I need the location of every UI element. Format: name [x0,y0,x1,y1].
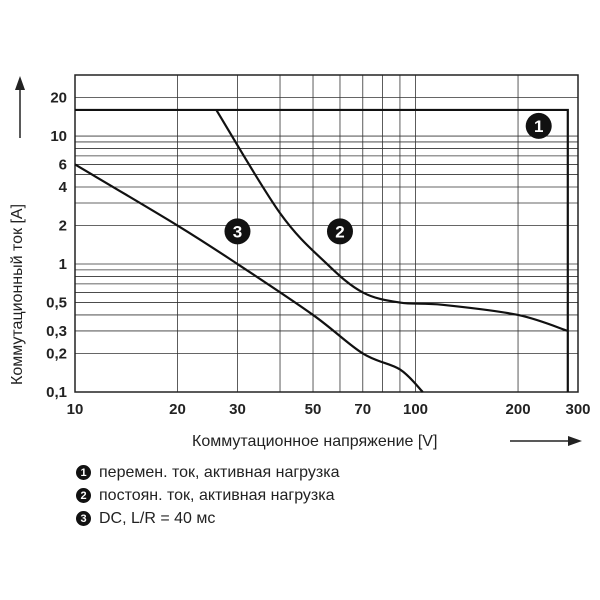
y-axis-arrowhead [15,76,25,90]
plot-frame [74,74,579,393]
ticks-layer: 10 20 30 50 70 100 200 300 0,1 0,2 0,3 0,5 1 2 4 6 10 20 [46,90,590,418]
legend-text: перемен. ток, активная нагрузка [99,463,340,481]
marker-label-1: 1 [534,117,543,136]
x-tick-label: 50 [305,401,322,418]
marker-circle-3 [224,218,251,245]
legend-number-badge: 1 [76,465,91,480]
series-layer [74,108,569,393]
x-tick-label: 30 [229,401,246,418]
y-tick-label: 6 [59,156,67,173]
marker-label-2: 2 [335,222,344,241]
marker-circle-2 [326,218,353,245]
grid [74,74,579,393]
y-tick-label: 20 [50,90,67,107]
y-axis-label: Коммутационный ток [A] [9,204,26,385]
marker-label-3: 3 [233,222,242,241]
series-line-2 [215,109,569,332]
y-tick-label: 0,5 [46,295,67,312]
y-tick-label: 2 [59,218,67,235]
y-tick-label: 0,1 [46,384,67,401]
marker-circle-1 [525,112,552,139]
x-tick-label: 100 [403,401,428,418]
legend-item-2: 2 постоян. ток, активная нагрузка [76,484,339,507]
legend-item-3: 3 DC, L/R = 40 мс [76,507,339,530]
x-axis-arrowhead [568,436,582,446]
x-tick-label: 300 [565,401,590,418]
legend-item-1: 1 перемен. ток, активная нагрузка [76,461,339,484]
y-tick-label: 0,2 [46,345,67,362]
y-tick-label: 4 [59,179,68,196]
y-tick-label: 0,3 [46,323,67,340]
legend-text: DC, L/R = 40 мс [99,509,216,527]
y-tick-label: 10 [50,128,67,145]
series-line-1 [75,108,569,392]
y-tick-label: 1 [59,256,67,273]
legend: 1 перемен. ток, активная нагрузка 2 пост… [76,461,339,530]
chart-svg: 123 10 20 30 50 70 100 200 3000,10,20,30,512461… [9,74,591,450]
series-line-3 [74,163,424,393]
legend-text: постоян. ток, активная нагрузка [99,486,335,504]
legend-number-badge: 3 [76,511,91,526]
legend-number-badge: 2 [76,488,91,503]
x-tick-label: 200 [506,401,531,418]
x-tick-label: 70 [354,401,371,418]
x-tick-label: 10 [67,401,84,418]
markers-layer: 1 2 3 [224,112,552,245]
x-tick-label: 20 [169,401,186,418]
x-axis-label: Коммутационное напряжение [V] [192,433,437,450]
